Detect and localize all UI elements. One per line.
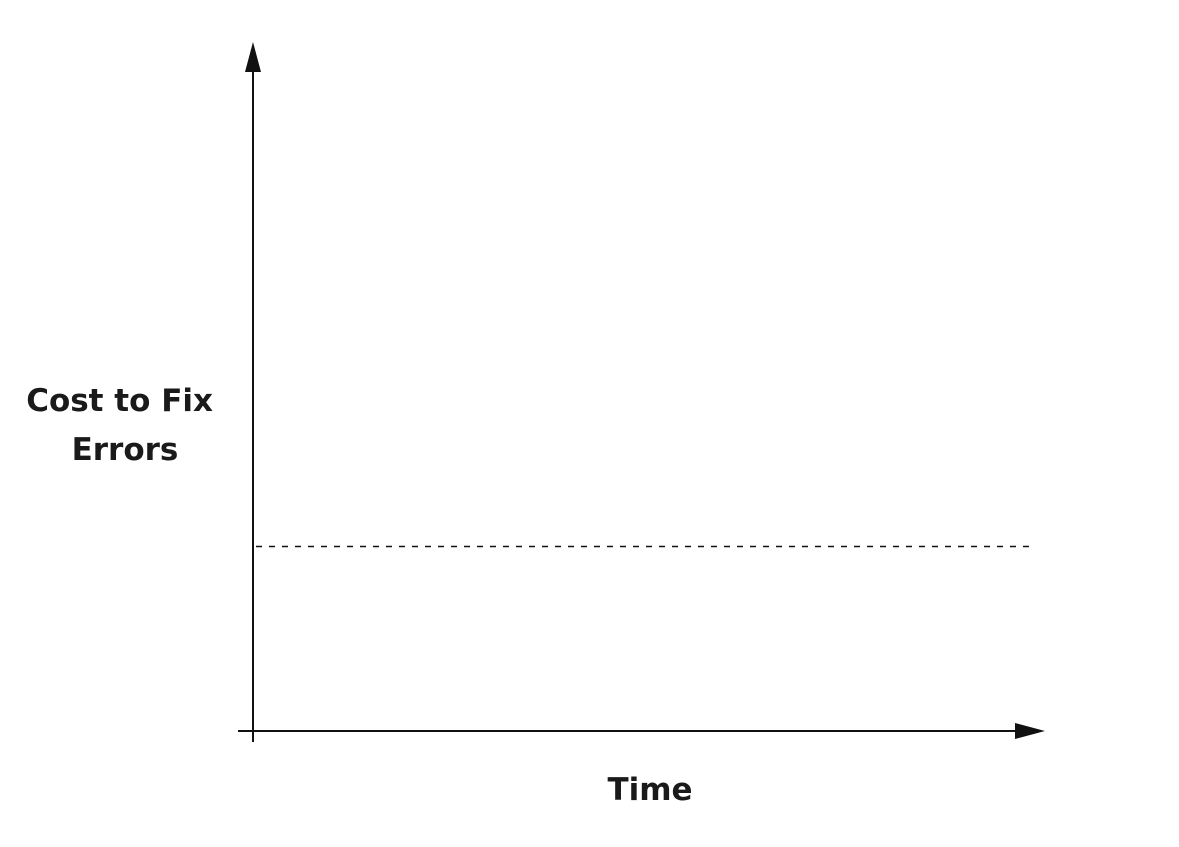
y-axis-title: Cost to Fix Errors xyxy=(26,383,224,468)
x-axis-title: Time xyxy=(607,772,692,808)
x-axis-arrow xyxy=(1015,723,1045,739)
y-axis-arrow xyxy=(245,42,261,72)
y-axis-title-line-1: Cost to Fix xyxy=(26,383,213,419)
y-axis-title-line-2: Errors xyxy=(72,432,179,468)
